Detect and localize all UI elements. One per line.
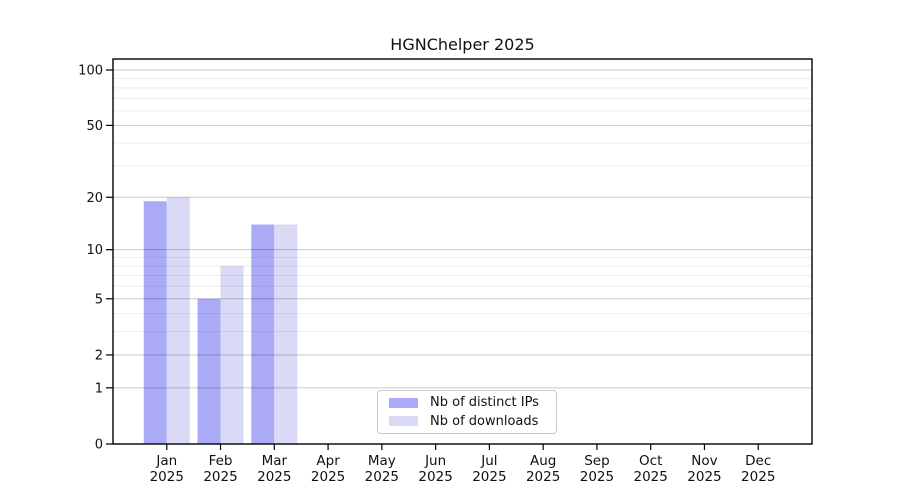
bar-nb-of-distinct-ips-feb: [197, 298, 221, 444]
y-tick-label: 10: [86, 243, 103, 258]
x-tick-label-month: Oct: [639, 453, 662, 469]
y-tick-label: 0: [95, 438, 103, 453]
x-tick-label-month: May: [368, 453, 396, 469]
x-tick-label-year: 2025: [365, 469, 399, 485]
x-tick-label-year: 2025: [203, 469, 237, 485]
x-tick-label-month: Aug: [530, 453, 556, 469]
x-tick-label-year: 2025: [257, 469, 291, 485]
legend-label-downloads: Nb of downloads: [430, 413, 539, 429]
bar-nb-of-distinct-ips-jan: [143, 201, 167, 444]
x-tick-label-month: Jul: [480, 453, 497, 469]
x-tick-label-month: Dec: [745, 453, 771, 469]
chart-legend: Nb of distinct IPs Nb of downloads: [377, 390, 557, 434]
x-tick-label-month: Mar: [262, 453, 288, 469]
y-tick-label: 1: [95, 381, 103, 396]
chart-title: HGNChelper 2025: [390, 35, 535, 54]
bar-nb-of-distinct-ips-mar: [251, 224, 275, 444]
bar-nb-of-downloads-jan: [166, 197, 190, 444]
x-tick-label-month: Jun: [424, 453, 446, 469]
legend-item-downloads: Nb of downloads: [384, 414, 550, 430]
x-tick-label-month: Jan: [155, 453, 177, 469]
x-tick-label-month: Sep: [584, 453, 609, 469]
legend-swatch-distinct-ips: [389, 397, 418, 408]
legend-item-distinct-ips: Nb of distinct IPs: [384, 395, 550, 411]
y-tick-label: 20: [86, 191, 103, 206]
x-tick-label-year: 2025: [634, 469, 668, 485]
x-tick-label-year: 2025: [526, 469, 560, 485]
bar-nb-of-downloads-feb: [220, 265, 244, 444]
y-tick-label: 5: [95, 292, 103, 307]
plot-border: [112, 58, 813, 445]
x-tick-label-month: Feb: [209, 453, 233, 469]
x-tick-label-month: Nov: [691, 453, 717, 469]
y-tick-label: 100: [78, 64, 103, 79]
legend-swatch-downloads: [389, 416, 418, 427]
x-tick-label-year: 2025: [311, 469, 345, 485]
legend-label-distinct-ips: Nb of distinct IPs: [430, 395, 539, 411]
x-tick-label-year: 2025: [472, 469, 506, 485]
y-tick-label: 50: [86, 119, 103, 134]
x-tick-label-year: 2025: [418, 469, 452, 485]
x-tick-label-month: Apr: [316, 453, 340, 469]
x-tick-label-year: 2025: [580, 469, 614, 485]
y-tick-label: 2: [95, 348, 103, 363]
x-tick-label-year: 2025: [687, 469, 721, 485]
x-tick-label-year: 2025: [741, 469, 775, 485]
bar-nb-of-downloads-mar: [274, 224, 298, 444]
x-tick-label-year: 2025: [150, 469, 184, 485]
